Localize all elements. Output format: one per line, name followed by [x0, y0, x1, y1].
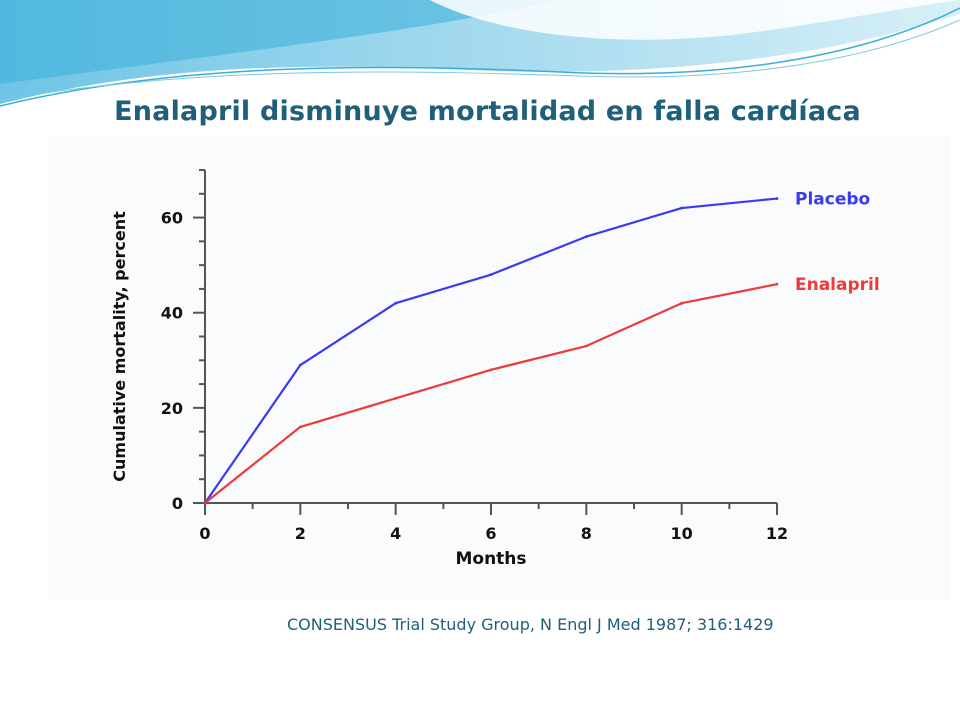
chart-panel: 0 20 40 60 0 2 4 6 8 10 12 Months Cumulative mortali…: [48, 136, 950, 600]
placebo-legend-label: Placebo: [795, 190, 870, 210]
x-tick-label: 4: [390, 524, 401, 543]
placebo-data-point: [775, 197, 779, 200]
header-wave-decoration: [0, 0, 960, 107]
enalapril-data-point: [680, 301, 684, 305]
slide-title: Enalapril disminuye mortalidad en falla …: [114, 96, 861, 127]
y-axis-label: Cumulative mortality, percent: [110, 211, 129, 482]
x-tick-label: 8: [581, 524, 592, 543]
enalapril-legend-label: Enalapril: [795, 275, 880, 295]
enalapril-data-point: [584, 344, 588, 348]
placebo-data-point: [680, 206, 684, 210]
mortality-line-chart: 0 20 40 60 0 2 4 6 8 10 12 Months Cumulative mortali…: [110, 169, 880, 569]
enalapril-data-point: [394, 396, 398, 400]
citation: CONSENSUS Trial Study Group, N Engl J Me…: [287, 615, 774, 634]
enalapril-data-point: [489, 368, 493, 372]
x-tick-label: 6: [485, 524, 496, 543]
placebo-data-point: [489, 273, 493, 277]
placebo-data-point: [298, 363, 302, 367]
x-axis-label: Months: [455, 549, 526, 569]
enalapril-data-point: [298, 425, 302, 429]
placebo-data-point: [584, 235, 588, 238]
y-tick-label: 0: [172, 494, 183, 513]
x-tick-label: 10: [671, 524, 693, 543]
x-tick-label: 12: [766, 524, 788, 543]
y-tick-label: 40: [161, 304, 183, 323]
x-tick-label: 0: [199, 524, 210, 543]
x-tick-label: 2: [295, 524, 306, 543]
placebo-series-line: [204, 197, 778, 504]
enalapril-data-point: [775, 282, 779, 286]
enalapril-series-line: [204, 283, 778, 504]
enalapril-data-point: [203, 501, 207, 505]
y-tick-label: 60: [161, 209, 183, 228]
y-tick-label: 20: [161, 399, 183, 418]
placebo-data-point: [394, 301, 398, 305]
